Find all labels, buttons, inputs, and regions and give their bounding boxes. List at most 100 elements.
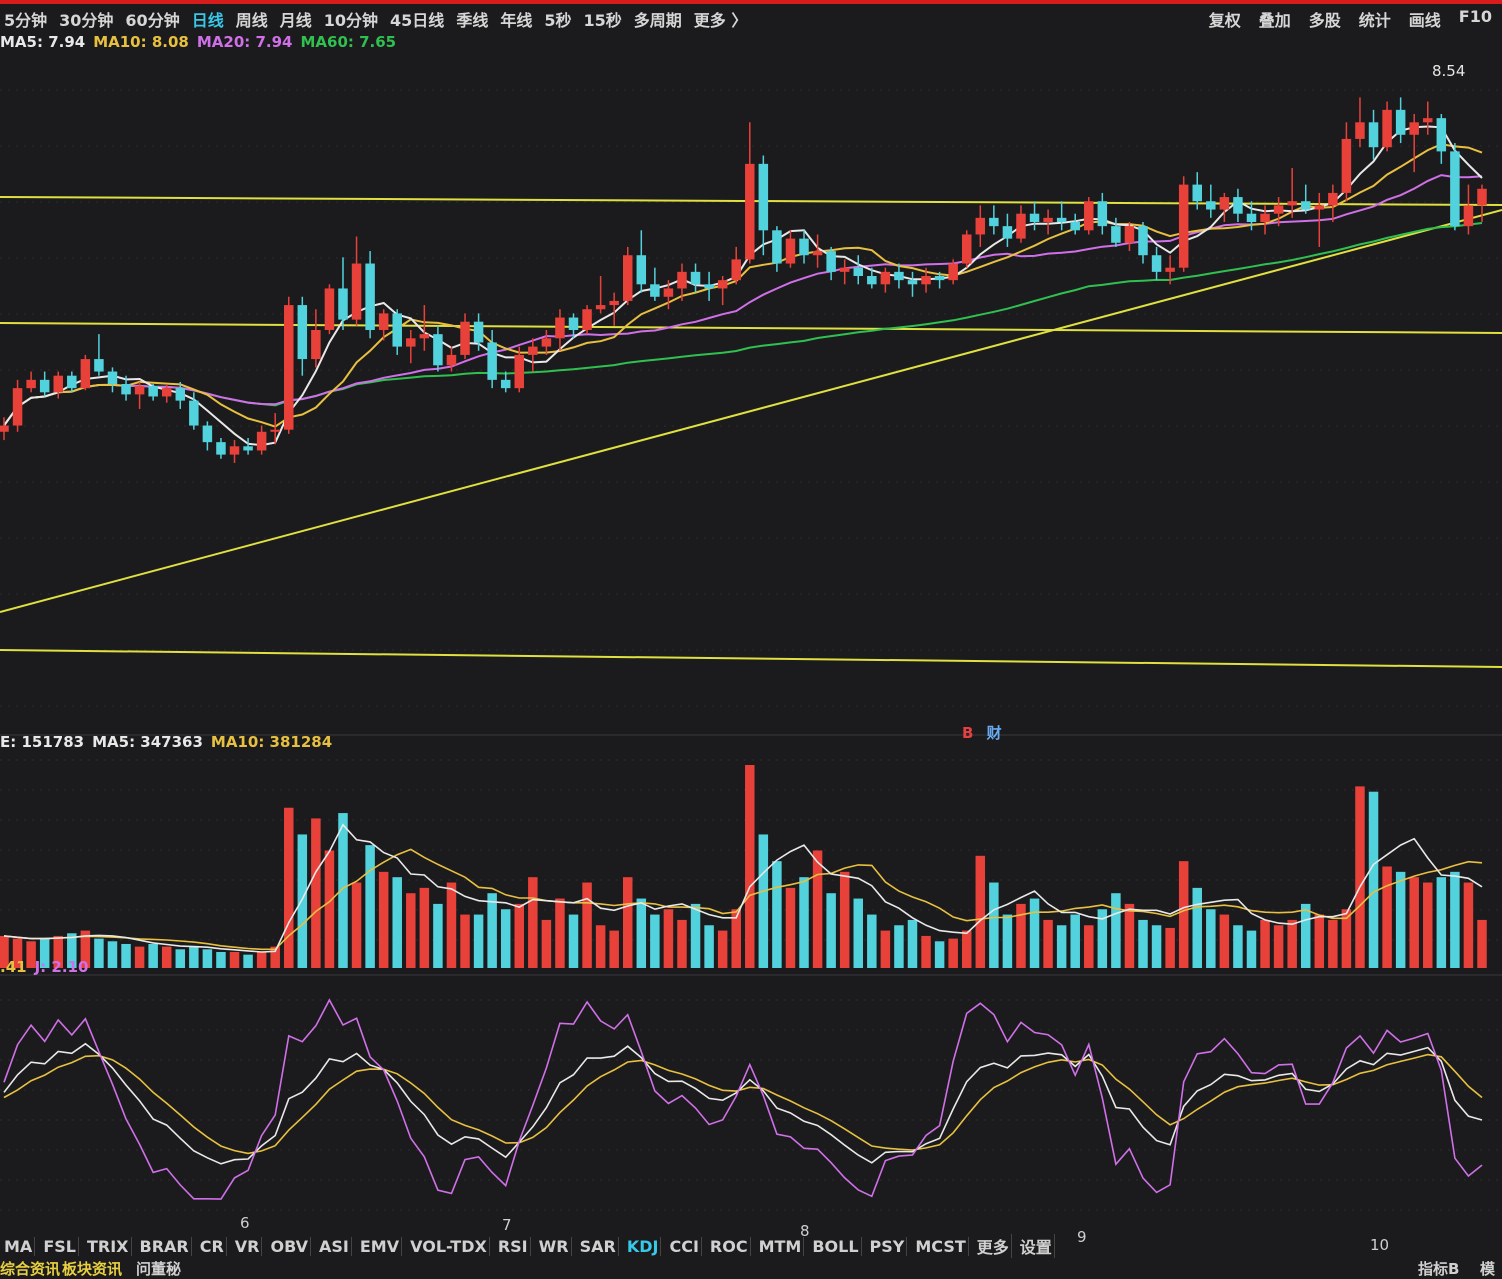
indicator-tab-11[interactable]: WR <box>537 1236 572 1256</box>
indicator-tab-8[interactable]: EMV <box>358 1236 403 1256</box>
period-tab-6[interactable]: 10分钟 <box>323 11 379 30</box>
volume-bar <box>1151 925 1162 968</box>
candle-up <box>1409 122 1419 135</box>
template-button[interactable]: 模 <box>1480 1260 1496 1278</box>
volume-bar <box>785 887 796 968</box>
month-label-9: 9 <box>1077 1228 1087 1246</box>
candle-up <box>1341 138 1352 193</box>
volume-bar <box>473 914 484 968</box>
candle-down <box>473 321 484 343</box>
candle-down <box>1450 151 1460 227</box>
candle-down <box>500 379 511 389</box>
sector-news-link[interactable]: 板块资讯 <box>62 1260 123 1278</box>
volume-bar <box>338 813 348 968</box>
candle-up <box>1355 122 1365 139</box>
volume-bar <box>446 882 457 968</box>
ma10-line <box>3 143 1483 428</box>
volume-bar <box>297 834 308 968</box>
candle-up <box>80 359 91 389</box>
volume-bar <box>595 925 606 968</box>
tool-button-4[interactable]: 画线 <box>1408 11 1441 30</box>
indicator-tab-19[interactable]: MCST <box>913 1236 969 1256</box>
indicator-tab-5[interactable]: VR <box>233 1236 263 1256</box>
indicator-tab-12[interactable]: SAR <box>578 1236 619 1256</box>
indicator-tab-2[interactable]: TRIX <box>85 1236 132 1256</box>
period-tab-5[interactable]: 月线 <box>279 11 312 30</box>
volume-bar <box>514 903 525 968</box>
candle-up <box>351 263 362 320</box>
volume-bar <box>1206 909 1216 968</box>
candle-up <box>0 425 9 432</box>
indicator-tab-6[interactable]: OBV <box>268 1236 312 1256</box>
tool-button-0[interactable]: 复权 <box>1208 11 1241 30</box>
kline-chart[interactable] <box>0 0 1502 1240</box>
tool-button-2[interactable]: 多股 <box>1308 11 1341 30</box>
candle-up <box>663 288 674 297</box>
tool-button-1[interactable]: 叠加 <box>1258 11 1291 30</box>
indicator-tab-15[interactable]: ROC <box>708 1236 751 1256</box>
volume-bar <box>1002 914 1013 968</box>
volume-bar <box>1260 919 1270 968</box>
composite-news-link[interactable]: 综合资讯 <box>0 1260 61 1278</box>
indicator-tab-14[interactable]: CCI <box>667 1236 702 1256</box>
finance-badge[interactable]: 财 <box>986 724 1002 742</box>
volume-bar <box>392 877 402 968</box>
indicator-tab-0[interactable]: MA <box>2 1236 36 1256</box>
indicator-tab-10[interactable]: RSI <box>496 1236 531 1256</box>
indicator-tab-18[interactable]: PSY <box>868 1236 908 1256</box>
candle-up <box>1463 205 1474 227</box>
candle-up <box>528 346 538 355</box>
candle-up <box>1314 205 1325 210</box>
volume-bar <box>1219 914 1230 968</box>
candle-down <box>690 271 701 285</box>
ask-secretary-link[interactable]: 问董秘 <box>136 1260 182 1278</box>
indicator-tab-7[interactable]: ASI <box>317 1236 352 1256</box>
period-tab-11[interactable]: 15秒 <box>583 11 622 30</box>
volume-bar <box>365 845 375 968</box>
indicator-b-button[interactable]: 指标B <box>1418 1260 1460 1278</box>
volume-bar <box>1328 919 1338 968</box>
indicator-tab-21[interactable]: 设置 <box>1018 1234 1055 1258</box>
volume-bar <box>189 946 199 968</box>
volume-bar <box>1056 925 1067 968</box>
candle-down <box>772 230 782 264</box>
month-label-8: 8 <box>800 1222 810 1240</box>
indicator-tab-16[interactable]: MTM <box>757 1236 805 1256</box>
volume-bar <box>1016 903 1026 968</box>
candle-down <box>989 217 999 227</box>
volume-bar <box>256 951 267 968</box>
indicator-tab-17[interactable]: BOLL <box>810 1236 862 1256</box>
period-tab-3[interactable]: 日线 <box>191 11 224 30</box>
period-tab-4[interactable]: 周线 <box>235 11 268 30</box>
volume-bar <box>1355 786 1365 968</box>
candle-down <box>826 251 836 272</box>
vol-legend-item-1: MA5: 347363 <box>92 733 203 751</box>
candle-up <box>1423 118 1433 123</box>
candle-up <box>1219 197 1230 210</box>
period-tab-13[interactable]: 更多 〉 <box>693 11 748 30</box>
period-tab-12[interactable]: 多周期 <box>633 11 682 30</box>
indicator-tab-1[interactable]: FSL <box>41 1236 79 1256</box>
volume-bar <box>568 914 579 968</box>
event-badge-b[interactable]: B <box>962 724 974 742</box>
candle-down <box>39 379 50 393</box>
period-tab-1[interactable]: 30分钟 <box>59 11 114 30</box>
indicator-tab-4[interactable]: CR <box>198 1236 227 1256</box>
candle-down <box>1138 226 1148 256</box>
period-tab-2[interactable]: 60分钟 <box>125 11 180 30</box>
indicator-tab-9[interactable]: VOL-TDX <box>408 1236 490 1256</box>
period-tab-10[interactable]: 5秒 <box>544 11 572 30</box>
candle-up <box>622 255 633 301</box>
period-tab-7[interactable]: 45日线 <box>390 11 445 30</box>
tool-button-3[interactable]: 统计 <box>1358 11 1391 30</box>
indicator-tab-13[interactable]: KDJ <box>625 1236 662 1256</box>
period-tab-9[interactable]: 年线 <box>500 11 533 30</box>
period-tab-0[interactable]: 5分钟 <box>4 11 48 30</box>
indicator-tab-20[interactable]: 更多 <box>975 1234 1012 1258</box>
candle-down <box>148 386 158 397</box>
indicator-tab-3[interactable]: BRAR <box>138 1236 192 1256</box>
tool-button-5[interactable]: F10 <box>1458 7 1492 26</box>
candle-down <box>1056 217 1067 222</box>
period-tab-8[interactable]: 季线 <box>456 11 489 30</box>
volume-bar <box>663 909 674 968</box>
